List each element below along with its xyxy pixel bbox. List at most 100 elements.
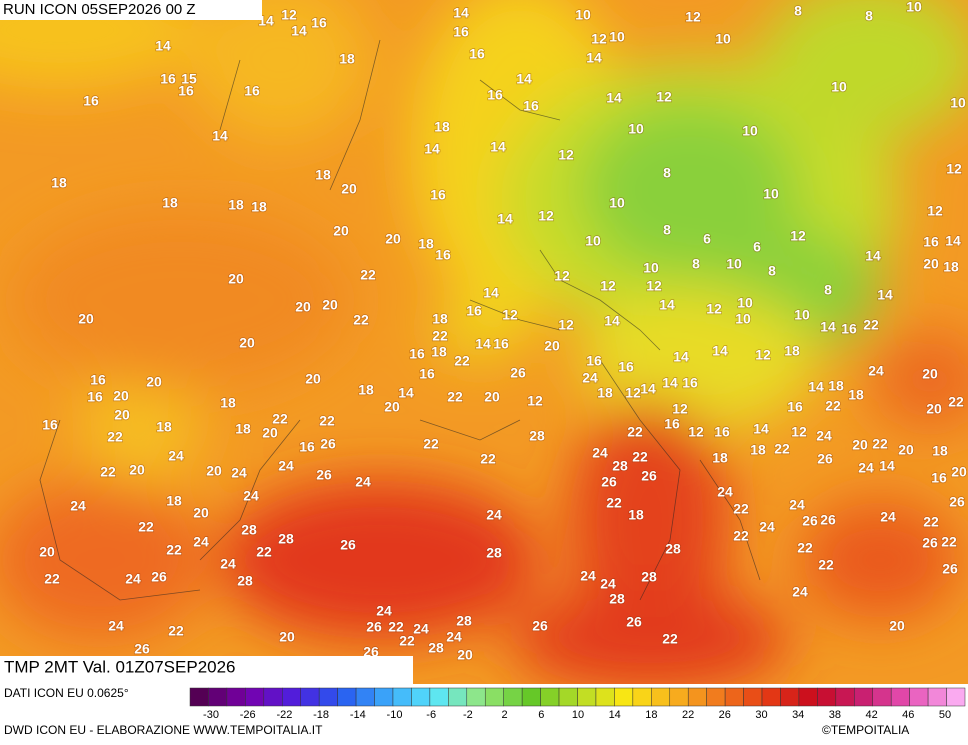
temperature-label: 24 bbox=[592, 445, 608, 461]
colorbar-cell bbox=[484, 687, 504, 707]
temperature-label: 10 bbox=[726, 256, 742, 272]
temperature-label: 24 bbox=[168, 448, 184, 464]
field-box bbox=[0, 656, 413, 684]
temperature-label: 18 bbox=[418, 236, 434, 252]
colorbar-tick-label: 6 bbox=[538, 709, 544, 721]
temperature-label: 10 bbox=[737, 295, 753, 311]
colorbar-cell bbox=[890, 687, 910, 707]
source: DATI ICON EU 0.0625° bbox=[4, 686, 129, 700]
temperature-label: 12 bbox=[554, 268, 570, 284]
temperature-label: 28 bbox=[428, 640, 444, 656]
temperature-label: 22 bbox=[166, 542, 182, 558]
temperature-label: 14 bbox=[424, 141, 440, 157]
temperature-label: 16 bbox=[682, 375, 698, 391]
temperature-label: 18 bbox=[166, 493, 182, 509]
temperature-label: 18 bbox=[750, 442, 766, 458]
temperature-label: 10 bbox=[906, 0, 922, 15]
temperature-label: 24 bbox=[580, 568, 596, 584]
temperature-label: 28 bbox=[278, 531, 294, 547]
temperature-label: 16 bbox=[160, 71, 176, 87]
temperature-label: 22 bbox=[353, 312, 369, 328]
temperature-label: 26 bbox=[340, 537, 356, 553]
temperature-label: 22 bbox=[168, 623, 184, 639]
colorbar-cell bbox=[743, 687, 763, 707]
temperature-label: 18 bbox=[220, 395, 236, 411]
temperature-label: 12 bbox=[790, 228, 806, 244]
field-label: TMP 2MT Val. 01Z07SEP2026 bbox=[4, 657, 236, 676]
colorbar-tick-label: 14 bbox=[609, 709, 621, 721]
colorbar-cell bbox=[411, 687, 431, 707]
copyright: ©TEMPOITALIA bbox=[822, 723, 909, 737]
temperature-label: 22 bbox=[454, 353, 470, 369]
temperature-label: 16 bbox=[87, 389, 103, 405]
temperature-label: 24 bbox=[792, 584, 808, 600]
temperature-label: 22 bbox=[606, 495, 622, 511]
colorbar-cell bbox=[761, 687, 781, 707]
temperature-label: 12 bbox=[527, 393, 543, 409]
temperature-label: 18 bbox=[358, 382, 374, 398]
temperature-label: 20 bbox=[384, 399, 400, 415]
temperature-label: 14 bbox=[662, 375, 678, 391]
temperature-label: 20 bbox=[262, 425, 278, 441]
temperature-label: 18 bbox=[434, 119, 450, 135]
temperature-label: 18 bbox=[431, 344, 447, 360]
temperature-label: 26 bbox=[532, 618, 548, 634]
temperature-label: 14 bbox=[865, 248, 881, 264]
temperature-label: 22 bbox=[399, 633, 415, 649]
temperature-label: 18 bbox=[315, 167, 331, 183]
temperature-label: 24 bbox=[816, 428, 832, 444]
temperature-label: 24 bbox=[355, 474, 371, 490]
temperature-label: 10 bbox=[742, 123, 758, 139]
temperature-label: 18 bbox=[235, 421, 251, 437]
temperature-label: 22 bbox=[662, 631, 678, 647]
temperature-label: 14 bbox=[945, 233, 961, 249]
temperature-label: 20 bbox=[341, 181, 357, 197]
colorbar-tick-label: 10 bbox=[572, 709, 584, 721]
colorbar-cell bbox=[448, 687, 468, 707]
colorbar-cell bbox=[392, 687, 412, 707]
temperature-label: 20 bbox=[951, 464, 967, 480]
temperature-label: 22 bbox=[733, 501, 749, 517]
temperature-label: 12 bbox=[672, 401, 688, 417]
temperature-label: 14 bbox=[606, 90, 622, 106]
temperature-label: 20 bbox=[926, 401, 942, 417]
temperature-label: 10 bbox=[609, 195, 625, 211]
temperature-label: 12 bbox=[755, 347, 771, 363]
colorbar-tick-label: 42 bbox=[865, 709, 877, 721]
temperature-label: 22 bbox=[388, 619, 404, 635]
colorbar-cell bbox=[724, 687, 744, 707]
colorbar-cell bbox=[245, 687, 265, 707]
temperature-label: 28 bbox=[641, 569, 657, 585]
colorbar-tick-label: -2 bbox=[463, 709, 473, 721]
temperature-label: 20 bbox=[228, 271, 244, 287]
colorbar-cell bbox=[374, 687, 394, 707]
temperature-label: 22 bbox=[480, 451, 496, 467]
colorbar-cell bbox=[669, 687, 689, 707]
temperature-label: 20 bbox=[114, 407, 130, 423]
temperature-label: 24 bbox=[858, 460, 874, 476]
temperature-label: 12 bbox=[600, 278, 616, 294]
colorbar-cell bbox=[909, 687, 929, 707]
temperature-label: 14 bbox=[753, 421, 769, 437]
temperature-label: 28 bbox=[529, 428, 545, 444]
temperature-label: 22 bbox=[797, 540, 813, 556]
temperature-label: 24 bbox=[868, 363, 884, 379]
temperature-label: 18 bbox=[162, 195, 178, 211]
temperature-label: 14 bbox=[475, 336, 491, 352]
colorbar-cell bbox=[337, 687, 357, 707]
temperature-label: 24 bbox=[108, 618, 124, 634]
temperature-label: 28 bbox=[612, 458, 628, 474]
temperature-label: 16 bbox=[409, 346, 425, 362]
temperature-label: 14 bbox=[604, 313, 620, 329]
colorbar-tick-label: -22 bbox=[276, 709, 292, 721]
temperature-label: 26 bbox=[601, 474, 617, 490]
temperature-label: 26 bbox=[817, 451, 833, 467]
credit: DWD ICON EU - ELABORAZIONE WWW.TEMPOITAL… bbox=[4, 723, 323, 737]
colorbar-cell bbox=[263, 687, 283, 707]
colorbar-cell bbox=[798, 687, 818, 707]
temperature-label: 22 bbox=[733, 528, 749, 544]
temperature-label: 20 bbox=[193, 505, 209, 521]
temperature-label: 22 bbox=[818, 557, 834, 573]
temperature-label: 14 bbox=[640, 381, 656, 397]
temperature-label: 10 bbox=[609, 29, 625, 45]
